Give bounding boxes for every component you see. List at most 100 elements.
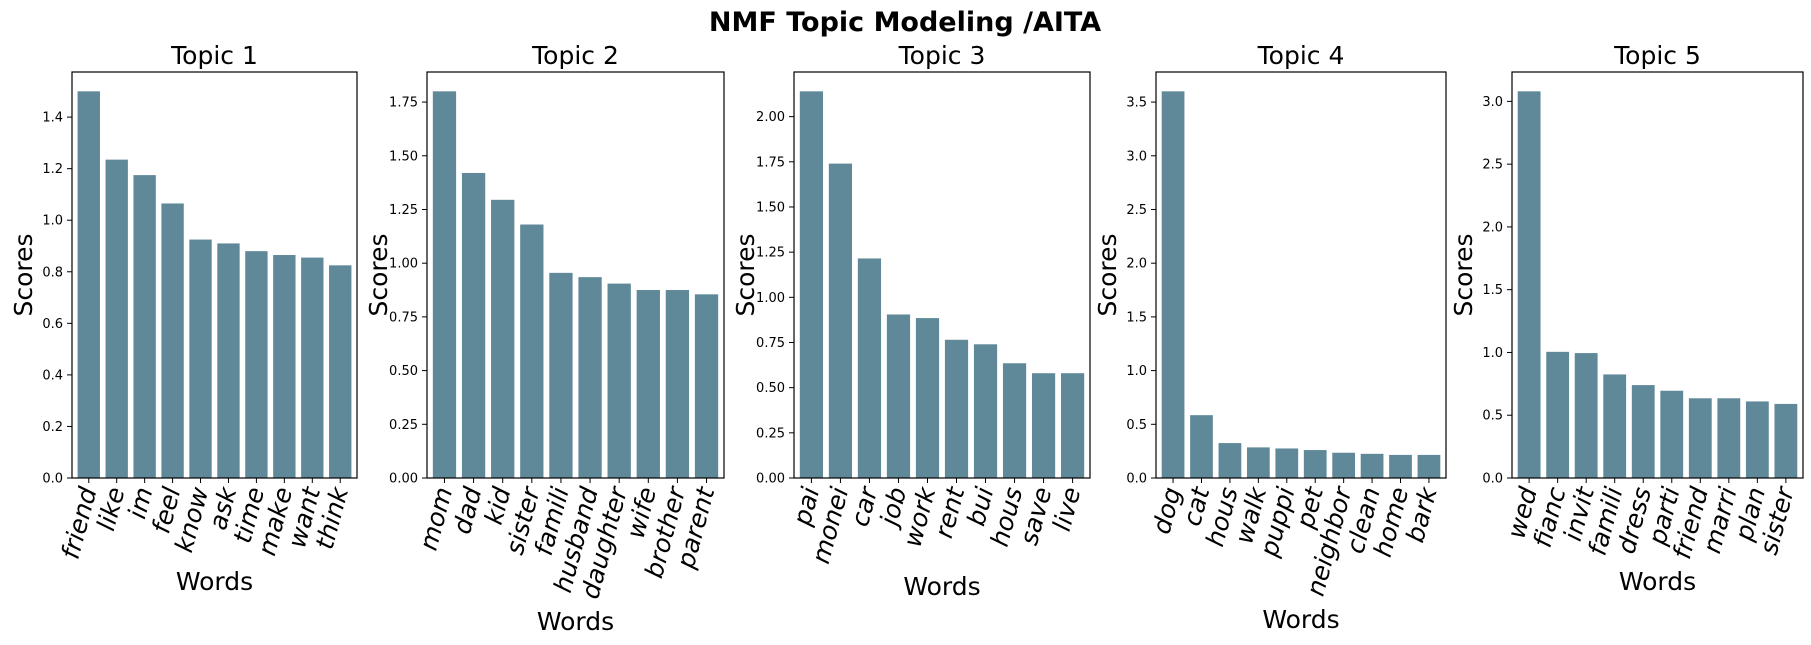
y-tick-label: 2.5 [1126,203,1147,218]
bar-friend [77,91,100,478]
bar-kid [491,199,515,478]
panel-4: Topic 4dogcathouswalkpuppipetneighborcle… [1093,41,1447,634]
y-tick-label: 0.50 [389,364,418,379]
y-tick-label: 1.00 [756,291,785,306]
bar-pet [1303,450,1327,478]
y-tick-label: 1.2 [42,162,63,177]
y-tick-label: 1.4 [42,111,63,126]
y-tick-label: 0.0 [1482,472,1503,487]
y-tick-label: 1.0 [1482,346,1503,361]
bar-wife [636,290,660,478]
bar-sister [520,224,544,478]
y-axis-label: Scores [9,233,38,316]
panel-title: Topic 1 [170,41,258,70]
bar-know [189,239,212,478]
bar-live [1060,373,1085,478]
panel-1: Topic 1friendlikeimfeelknowasktimemakewa… [9,41,358,596]
bar-neighbor [1332,452,1356,478]
x-axis-label: Words [903,572,980,601]
panel-5: Topic 5wedfiancinvitfamilidresspartifrie… [1449,41,1804,596]
bar-ask [217,243,240,478]
y-tick-label: 1.25 [756,246,785,261]
bar-daughter [607,283,631,478]
y-axis-label: Scores [1093,233,1122,316]
bar-pai [799,91,824,478]
plot-frame [1511,71,1804,479]
panels-group: Topic 1friendlikeimfeelknowasktimemakewa… [9,41,1804,636]
bar-time [245,251,268,478]
bar-sister [1774,403,1798,478]
bar-monei [828,163,853,478]
plot-frame [1155,71,1447,479]
bar-parti [1660,390,1684,478]
y-tick-label: 1.5 [1126,310,1147,325]
bar-make [273,255,296,478]
plot-frame [793,71,1091,479]
bar-feel [161,203,184,478]
figure-title: NMF Topic Modeling /AITA [709,7,1101,38]
bar-rent [944,339,969,478]
y-tick-label: 0.25 [756,426,785,441]
y-tick-label: 0.5 [1126,418,1147,433]
y-tick-label: 0.4 [42,368,63,383]
bar-puppi [1275,448,1299,478]
y-tick-label: 0.0 [42,472,63,487]
panel-3: Topic 3paimoneicarjobworkrentbuihoussave… [731,41,1091,601]
bar-im [133,175,156,478]
y-tick-label: 0.75 [756,336,785,351]
plot-frame [71,71,358,479]
y-axis-label: Scores [364,233,393,316]
y-tick-label: 1.5 [1482,283,1503,298]
bar-bark [1417,454,1441,478]
plot-frame [426,71,725,479]
bar-want [301,257,324,478]
bar-hous [1002,363,1027,478]
y-tick-label: 0.2 [42,420,63,435]
bar-brother [665,290,690,478]
y-tick-label: 1.00 [389,257,418,272]
y-tick-label: 0.25 [389,418,418,433]
bar-clean [1360,453,1384,478]
bar-save [1031,373,1056,478]
y-tick-label: 0.75 [389,310,418,325]
bar-plan [1745,401,1769,478]
bar-parent [694,294,719,478]
x-axis-label: Words [176,567,253,596]
bar-like [105,159,128,478]
bar-mom [432,91,457,478]
y-tick-label: 0.50 [756,381,785,396]
y-tick-label: 3.0 [1482,95,1503,110]
x-axis-label: Words [1262,605,1339,634]
y-axis-label: Scores [731,233,760,316]
y-axis-label: Scores [1449,233,1478,316]
y-tick-label: 2.0 [1482,220,1503,235]
x-axis-label: Words [537,607,614,636]
panel-title: Topic 3 [898,41,986,70]
bar-job [886,314,911,478]
bar-think [329,265,352,478]
y-tick-label: 3.0 [1126,149,1147,164]
bar-fianc [1546,351,1570,478]
bar-dad [461,172,486,479]
bar-dress [1631,385,1655,478]
y-tick-label: 1.75 [389,96,418,111]
y-tick-label: 1.25 [389,203,418,218]
x-axis-label: Words [1619,567,1696,596]
bar-invit [1574,353,1598,478]
y-tick-label: 0.8 [42,265,63,280]
y-tick-label: 3.5 [1126,96,1147,111]
bar-hous [1218,443,1242,478]
y-tick-label: 1.0 [42,214,63,229]
y-tick-label: 0.6 [42,317,63,332]
y-tick-label: 2.5 [1482,158,1503,173]
y-tick-label: 1.75 [756,155,785,170]
y-tick-label: 0.00 [389,472,418,487]
y-tick-label: 0.5 [1482,409,1503,424]
panel-title: Topic 2 [531,41,619,70]
y-tick-label: 1.50 [756,200,785,215]
y-tick-label: 0.00 [756,472,785,487]
panel-title: Topic 5 [1613,41,1701,70]
bar-wed [1517,91,1541,478]
bar-cat [1190,415,1213,478]
